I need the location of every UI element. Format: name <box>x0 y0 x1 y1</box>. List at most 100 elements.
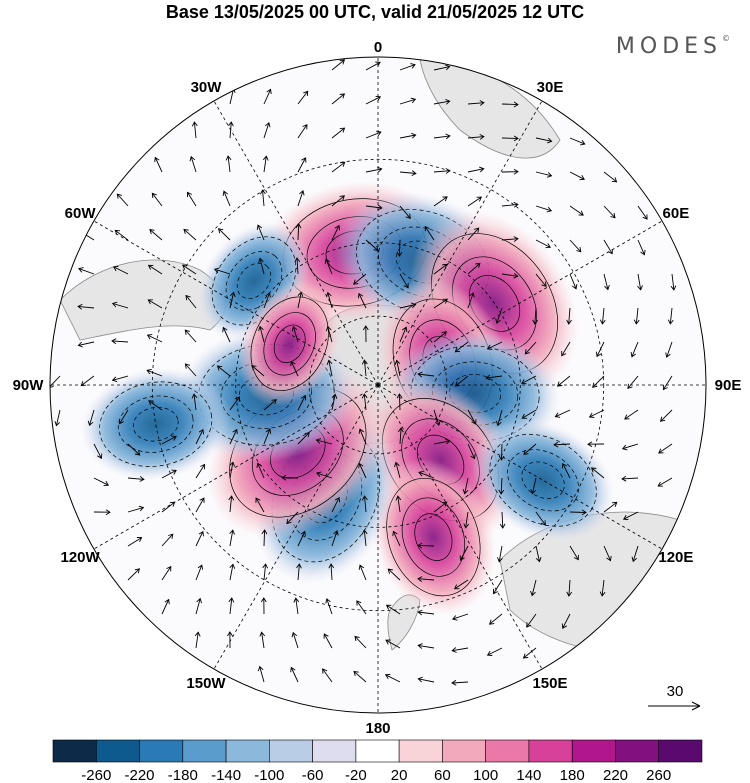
wind-vector-head <box>271 399 277 405</box>
wind-vector-head <box>566 319 572 325</box>
wind-vector-head <box>228 597 235 603</box>
wind-vector <box>78 268 95 275</box>
wind-vector <box>297 531 306 547</box>
wind-vector-head <box>315 438 322 444</box>
wind-vector <box>623 511 639 520</box>
wind-vector-head <box>441 331 447 337</box>
wind-vector <box>353 671 367 683</box>
wind-vector-head <box>290 666 296 673</box>
meridian-line <box>93 384 379 550</box>
wind-vector-head <box>114 229 120 235</box>
wind-vector-head <box>476 196 483 202</box>
map-field-layer <box>50 57 706 713</box>
wind-vector-head <box>119 418 125 425</box>
wind-vector-head <box>151 192 157 199</box>
wind-vector-head <box>149 229 155 235</box>
wind-vector-head <box>662 384 668 391</box>
wind-vector-head <box>333 529 339 536</box>
wind-vector <box>418 373 435 377</box>
wind-vector <box>353 273 367 285</box>
wind-vector <box>365 96 381 105</box>
wind-vector-head <box>627 383 633 390</box>
wind-vector <box>603 205 616 219</box>
wind-vector <box>331 497 340 513</box>
wind-vector <box>365 131 382 139</box>
wind-vector <box>399 205 411 219</box>
wind-vector <box>257 463 265 479</box>
wind-vector-head <box>111 376 118 383</box>
wind-vector-head <box>474 227 480 233</box>
wind-vector <box>229 496 233 513</box>
wind-vector-head <box>353 279 359 285</box>
wind-vector-head <box>479 166 485 173</box>
wind-vector-head <box>611 177 618 183</box>
wind-vector-head <box>111 301 118 308</box>
wind-vector-head <box>302 124 308 130</box>
wind-vector <box>399 304 416 309</box>
wind-vector-head <box>553 441 559 448</box>
wind-vector <box>331 59 345 71</box>
colorbar-swatch <box>52 739 97 763</box>
wind-vector-head <box>606 555 612 562</box>
colorbar-tick-label: -140 <box>211 767 241 783</box>
wind-vector-head <box>325 325 332 332</box>
wind-vector-head <box>189 155 196 162</box>
wind-vector-head <box>354 635 360 642</box>
wind-vector-head <box>251 365 257 371</box>
wind-vector <box>569 137 585 145</box>
wind-vector <box>524 341 537 355</box>
wind-vector <box>418 678 435 683</box>
wind-vector-head <box>361 359 368 365</box>
wind-vector <box>603 501 618 513</box>
vector-reference-arrowhead <box>691 701 701 711</box>
wind-vector <box>460 545 469 561</box>
colorbar-tick-label: 220 <box>603 767 628 783</box>
wind-vector-head <box>222 190 228 196</box>
wind-vector <box>395 462 401 479</box>
wind-vector <box>392 531 401 547</box>
wind-vector <box>531 579 537 596</box>
wind-vector-head <box>530 590 536 597</box>
colorbar-swatch <box>442 739 486 763</box>
wind-vector <box>331 127 345 139</box>
wind-vector-head <box>394 359 401 365</box>
wind-vector-head <box>479 100 485 106</box>
wind-vector-head <box>265 121 271 128</box>
wind-vector-head <box>670 285 677 291</box>
wind-vector-head <box>667 319 674 325</box>
wind-vector-layer <box>50 59 677 686</box>
wind-vector <box>214 268 231 275</box>
longitude-label: 150E <box>532 675 567 692</box>
wind-vector-head <box>259 631 266 637</box>
wind-vector <box>455 375 469 387</box>
wind-vector-head <box>607 248 613 255</box>
wind-vector <box>195 632 199 649</box>
wind-vector-head <box>260 597 267 603</box>
wind-vector-head <box>621 475 627 482</box>
longitude-label: 60W <box>65 205 97 222</box>
wind-vector <box>418 644 435 649</box>
brand-mark: © <box>722 34 730 43</box>
wind-vector <box>292 632 299 649</box>
wind-vector <box>455 341 469 353</box>
wind-vector-head <box>361 495 368 501</box>
wind-vector <box>327 326 333 343</box>
wind-vector-head <box>630 352 636 358</box>
wind-vector-head <box>417 609 423 616</box>
wind-vector-head <box>596 351 602 358</box>
wind-vector-head <box>499 523 506 529</box>
wind-vector-head <box>493 588 498 595</box>
wind-vector <box>325 259 333 275</box>
wind-vector-head <box>385 639 391 645</box>
colorbar-swatch <box>485 739 530 763</box>
wind-vector <box>263 156 267 173</box>
wind-vector-head <box>486 650 493 656</box>
wind-vector-head <box>424 225 430 232</box>
wind-vector-head <box>229 291 236 298</box>
colorbar-tick-label: -260 <box>81 767 111 783</box>
wind-vector <box>433 298 448 309</box>
wind-vector <box>526 613 537 628</box>
wind-vector <box>663 375 673 390</box>
wind-vector <box>161 436 177 445</box>
wind-vector <box>535 205 552 212</box>
